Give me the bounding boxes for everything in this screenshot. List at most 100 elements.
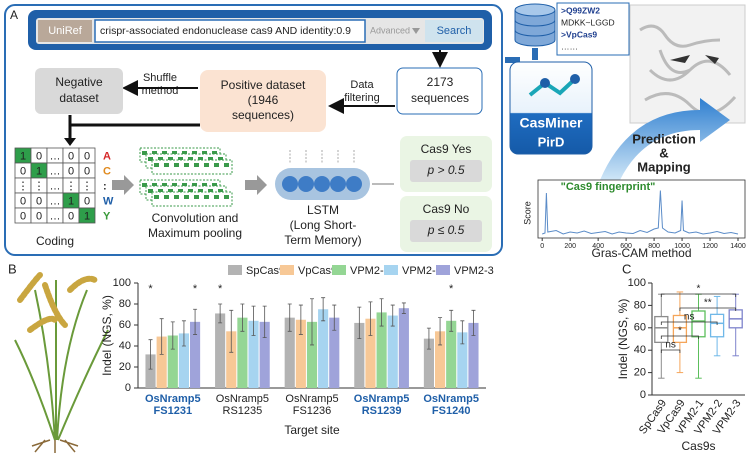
conv-cell — [182, 151, 187, 155]
conv-cell — [188, 157, 193, 161]
bar — [329, 317, 340, 388]
conv-cell — [172, 151, 177, 155]
search-button-label: Search — [437, 25, 472, 37]
bar — [318, 309, 329, 388]
sequence-line: >Q99ZW2 — [561, 5, 600, 15]
convolution-layers — [139, 147, 233, 207]
error-bar — [449, 309, 454, 332]
sequences-box — [396, 67, 483, 115]
y-axis-label: Score — [522, 201, 532, 225]
legend-swatch — [280, 265, 294, 275]
panel-label: A — [10, 8, 18, 22]
x-tick-label: OsNramp5 — [145, 393, 201, 405]
coding-caption: Coding — [36, 234, 74, 248]
comparison-label: ns — [665, 340, 676, 351]
error-bar — [357, 306, 362, 340]
lstm-caption: (Long Short- — [290, 218, 357, 232]
error-bar — [321, 297, 326, 322]
conv-cell — [142, 183, 147, 187]
matrix-value: 0 — [36, 150, 42, 162]
database-icon — [514, 3, 556, 47]
conv-cell — [212, 151, 217, 155]
box — [709, 313, 725, 338]
y-tick-label: 20 — [119, 361, 131, 373]
prediction-label: & — [659, 145, 668, 160]
bar — [237, 317, 248, 388]
matrix-value: 0 — [36, 195, 42, 207]
y-tick-label: 40 — [119, 340, 131, 352]
advanced-link[interactable]: Advanced — [370, 25, 410, 35]
conv-cell — [172, 183, 177, 187]
conv-layer — [151, 159, 233, 175]
significance-label: * — [193, 283, 198, 295]
error-bar — [426, 327, 431, 350]
matrix-value: … — [50, 180, 61, 192]
conv-cell — [162, 151, 167, 155]
logo-graphic — [540, 78, 550, 88]
bar — [434, 331, 446, 388]
box — [672, 314, 688, 344]
conv-cell — [154, 163, 159, 167]
legend-swatch — [384, 265, 398, 275]
y-tick-label: 20 — [634, 367, 646, 379]
chart-title: "Cas9 fingerprint" — [561, 181, 656, 193]
sequence-line: …… — [561, 41, 578, 51]
conv-cell — [194, 195, 199, 199]
arrow — [68, 115, 200, 140]
legend-label: VPM2-1 — [350, 265, 390, 277]
search-button[interactable] — [425, 20, 483, 42]
bar — [248, 320, 259, 388]
lstm-title: LSTM — [307, 203, 339, 217]
arrowhead — [64, 138, 76, 146]
significance-label: * — [148, 283, 153, 295]
sequence-line: >VpCas9 — [561, 29, 597, 39]
matrix-value: 0 — [36, 210, 42, 222]
conv-cell — [152, 151, 157, 155]
conv-cell — [184, 163, 189, 167]
error-bar — [332, 304, 337, 331]
negative-label: Negative — [55, 75, 103, 89]
bar — [376, 312, 387, 388]
matrix-value: ⋮ — [66, 180, 77, 192]
conv-caption: Convolution and — [152, 211, 239, 225]
logo-graphic — [570, 74, 580, 84]
yes-rule: p > 0.5 — [426, 163, 464, 177]
bar — [306, 321, 318, 388]
y-tick-label: 0 — [125, 382, 131, 394]
conv-cell — [178, 189, 183, 193]
conv-cell — [174, 163, 179, 167]
step-label: filtering — [344, 92, 379, 104]
connector — [505, 48, 538, 63]
bar — [284, 317, 295, 388]
error-bar — [251, 305, 256, 336]
bar — [468, 322, 479, 388]
comparison-bracket — [660, 321, 718, 325]
x-tick-label: OsNramp5 — [423, 393, 479, 405]
x-tick-label: FS1240 — [432, 405, 471, 417]
conv-cell — [192, 183, 197, 187]
matrix-value: 1 — [84, 210, 90, 222]
search-input[interactable] — [94, 19, 366, 43]
matrix-value: 0 — [20, 195, 26, 207]
legend-swatch — [228, 265, 242, 275]
conv-cell — [164, 163, 169, 167]
matrix-value: 0 — [84, 165, 90, 177]
comparison-bracket — [660, 335, 699, 339]
panel-a-frame — [4, 4, 503, 256]
legend-label: VPM2-3 — [454, 265, 494, 277]
conv-cell — [142, 151, 147, 155]
bar — [259, 321, 270, 388]
prediction-label: Prediction — [632, 131, 696, 146]
x-tick-label: OsNramp5 — [354, 393, 410, 405]
conv-cell — [158, 189, 163, 193]
conv-cell — [202, 183, 207, 187]
arrow — [112, 175, 134, 195]
error-bar — [438, 317, 443, 346]
yes-rule-box — [410, 160, 482, 182]
matrix-value: 0 — [20, 210, 26, 222]
matrix-value: … — [50, 210, 61, 222]
source-tab — [38, 20, 92, 42]
sequence-line: MDKK~LGGD — [561, 17, 615, 27]
error-bar — [460, 320, 465, 345]
